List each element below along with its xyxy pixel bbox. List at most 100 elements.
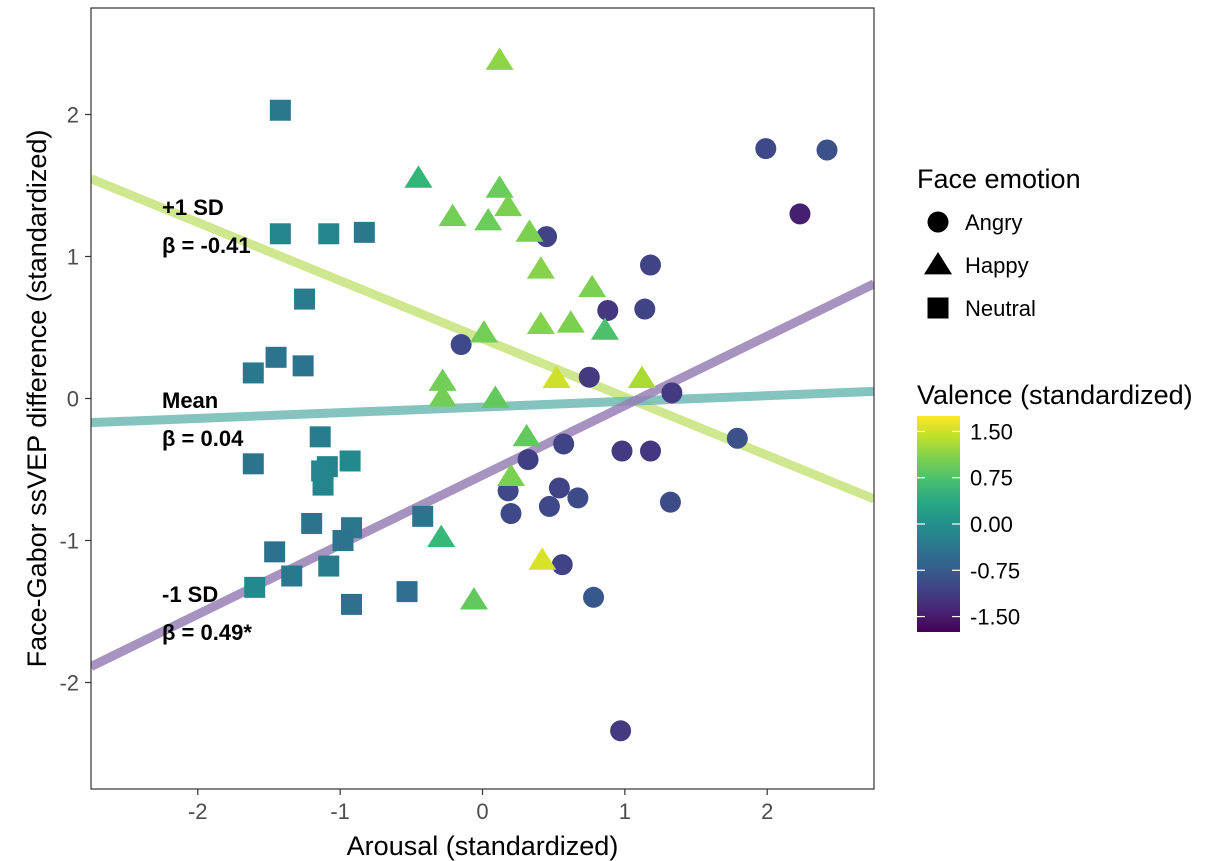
point-angry-5 <box>597 299 619 321</box>
point-angry-13 <box>726 427 748 449</box>
shape-legend: Face emotion Angry Happy Neutral <box>917 164 1081 321</box>
point-angry-7 <box>450 334 472 356</box>
point-angry-11 <box>611 440 633 462</box>
point-neutral-56 <box>242 453 264 475</box>
point-neutral-61 <box>301 512 323 534</box>
point-angry-4 <box>639 254 661 276</box>
point-angry-10 <box>553 433 575 455</box>
point-angry-3 <box>536 226 558 248</box>
x-axis-title: Arousal (standardized) <box>347 831 619 861</box>
point-happy-37 <box>542 365 571 388</box>
point-angry-18 <box>538 495 560 517</box>
point-happy-27 <box>494 193 523 217</box>
point-happy-38 <box>627 365 656 388</box>
point-neutral-48 <box>269 223 291 245</box>
point-neutral-68 <box>244 576 266 598</box>
line-label: -1 SD <box>162 582 218 607</box>
point-happy-24 <box>485 47 514 70</box>
shape-legend-label: Angry <box>965 210 1022 235</box>
legend-square-icon <box>927 297 949 319</box>
y-tick-label: 2 <box>67 103 79 128</box>
point-neutral-51 <box>294 288 316 310</box>
point-angry-2 <box>789 203 811 225</box>
color-legend-title: Valence (standardized) <box>917 380 1193 410</box>
point-neutral-49 <box>318 223 340 245</box>
point-angry-17 <box>500 503 522 525</box>
colorbar-tick-label: 1.50 <box>970 419 1013 444</box>
point-angry-22 <box>583 586 605 608</box>
point-neutral-50 <box>353 221 375 243</box>
point-neutral-53 <box>292 355 314 377</box>
point-happy-44 <box>427 524 456 548</box>
line-label: Mean <box>162 388 218 413</box>
point-happy-33 <box>526 311 555 335</box>
point-neutral-63 <box>412 505 434 527</box>
point-happy-28 <box>438 203 467 227</box>
x-tick-label: -2 <box>188 799 208 824</box>
line-annotations: +1 SD β = -0.41 Mean β = 0.04 -1 SD β = 0.49* <box>162 195 252 645</box>
axis-ticks: -2 -1 0 1 2 -2 -1 0 1 2 <box>59 103 773 825</box>
x-tick-label: 2 <box>761 799 773 824</box>
point-angry-1 <box>816 139 838 161</box>
point-neutral-64 <box>332 530 354 551</box>
point-neutral-57 <box>339 450 361 472</box>
point-happy-34 <box>556 310 585 333</box>
colorbar-tick-label: -0.75 <box>970 558 1020 583</box>
legend-triangle-icon <box>923 252 953 275</box>
legend-circle-icon <box>927 211 949 233</box>
data-points <box>242 47 838 742</box>
point-neutral-47 <box>269 99 291 121</box>
point-happy-43 <box>496 463 526 486</box>
colorbar-tick-label: 0.75 <box>970 466 1013 491</box>
point-angry-20 <box>659 491 681 513</box>
point-angry-12 <box>639 440 661 462</box>
point-neutral-66 <box>318 555 340 577</box>
point-angry-23 <box>610 720 632 742</box>
point-happy-46 <box>459 587 488 610</box>
point-happy-41 <box>481 385 510 408</box>
point-neutral-69 <box>396 581 418 603</box>
shape-legend-label: Neutral <box>965 296 1036 321</box>
point-angry-21 <box>551 554 573 576</box>
beta-label: β = 0.49* <box>162 620 252 645</box>
point-happy-39 <box>428 368 457 391</box>
y-axis-title: Face-Gabor ssVEP difference (standardize… <box>22 130 52 668</box>
point-happy-26 <box>485 175 514 198</box>
beta-label: β = 0.04 <box>162 426 244 451</box>
point-neutral-60 <box>312 474 334 496</box>
point-neutral-67 <box>281 565 303 587</box>
point-angry-0 <box>755 138 777 160</box>
point-happy-25 <box>404 165 433 188</box>
shape-legend-title: Face emotion <box>917 164 1081 194</box>
point-happy-29 <box>474 208 503 231</box>
y-tick-label: 0 <box>67 387 79 412</box>
point-happy-31 <box>526 256 555 279</box>
point-happy-45 <box>528 547 557 570</box>
point-happy-42 <box>512 423 541 447</box>
colorbar-tick-label: -1.50 <box>970 605 1020 630</box>
point-neutral-54 <box>242 362 264 384</box>
point-angry-19 <box>567 487 589 509</box>
y-tick-label: 1 <box>67 245 79 270</box>
point-happy-40 <box>428 384 457 407</box>
shape-legend-label: Happy <box>965 253 1029 278</box>
y-tick-label: -2 <box>59 671 79 696</box>
y-tick-label: -1 <box>59 529 79 554</box>
color-legend: Valence (standardized) 1.50 0.75 0.00 -0.75… <box>917 380 1193 632</box>
point-happy-35 <box>590 317 619 340</box>
beta-label: β = -0.41 <box>162 233 251 258</box>
point-angry-8 <box>578 366 600 388</box>
point-angry-14 <box>517 449 539 471</box>
point-angry-6 <box>634 298 656 320</box>
point-neutral-65 <box>264 541 286 563</box>
point-happy-36 <box>469 320 498 343</box>
line-label: +1 SD <box>162 195 224 220</box>
x-tick-label: 1 <box>619 799 631 824</box>
x-tick-label: 0 <box>476 799 488 824</box>
point-neutral-70 <box>341 593 363 615</box>
point-happy-30 <box>515 219 544 242</box>
point-angry-9 <box>661 382 683 404</box>
point-neutral-52 <box>265 346 287 368</box>
point-happy-32 <box>578 274 607 298</box>
